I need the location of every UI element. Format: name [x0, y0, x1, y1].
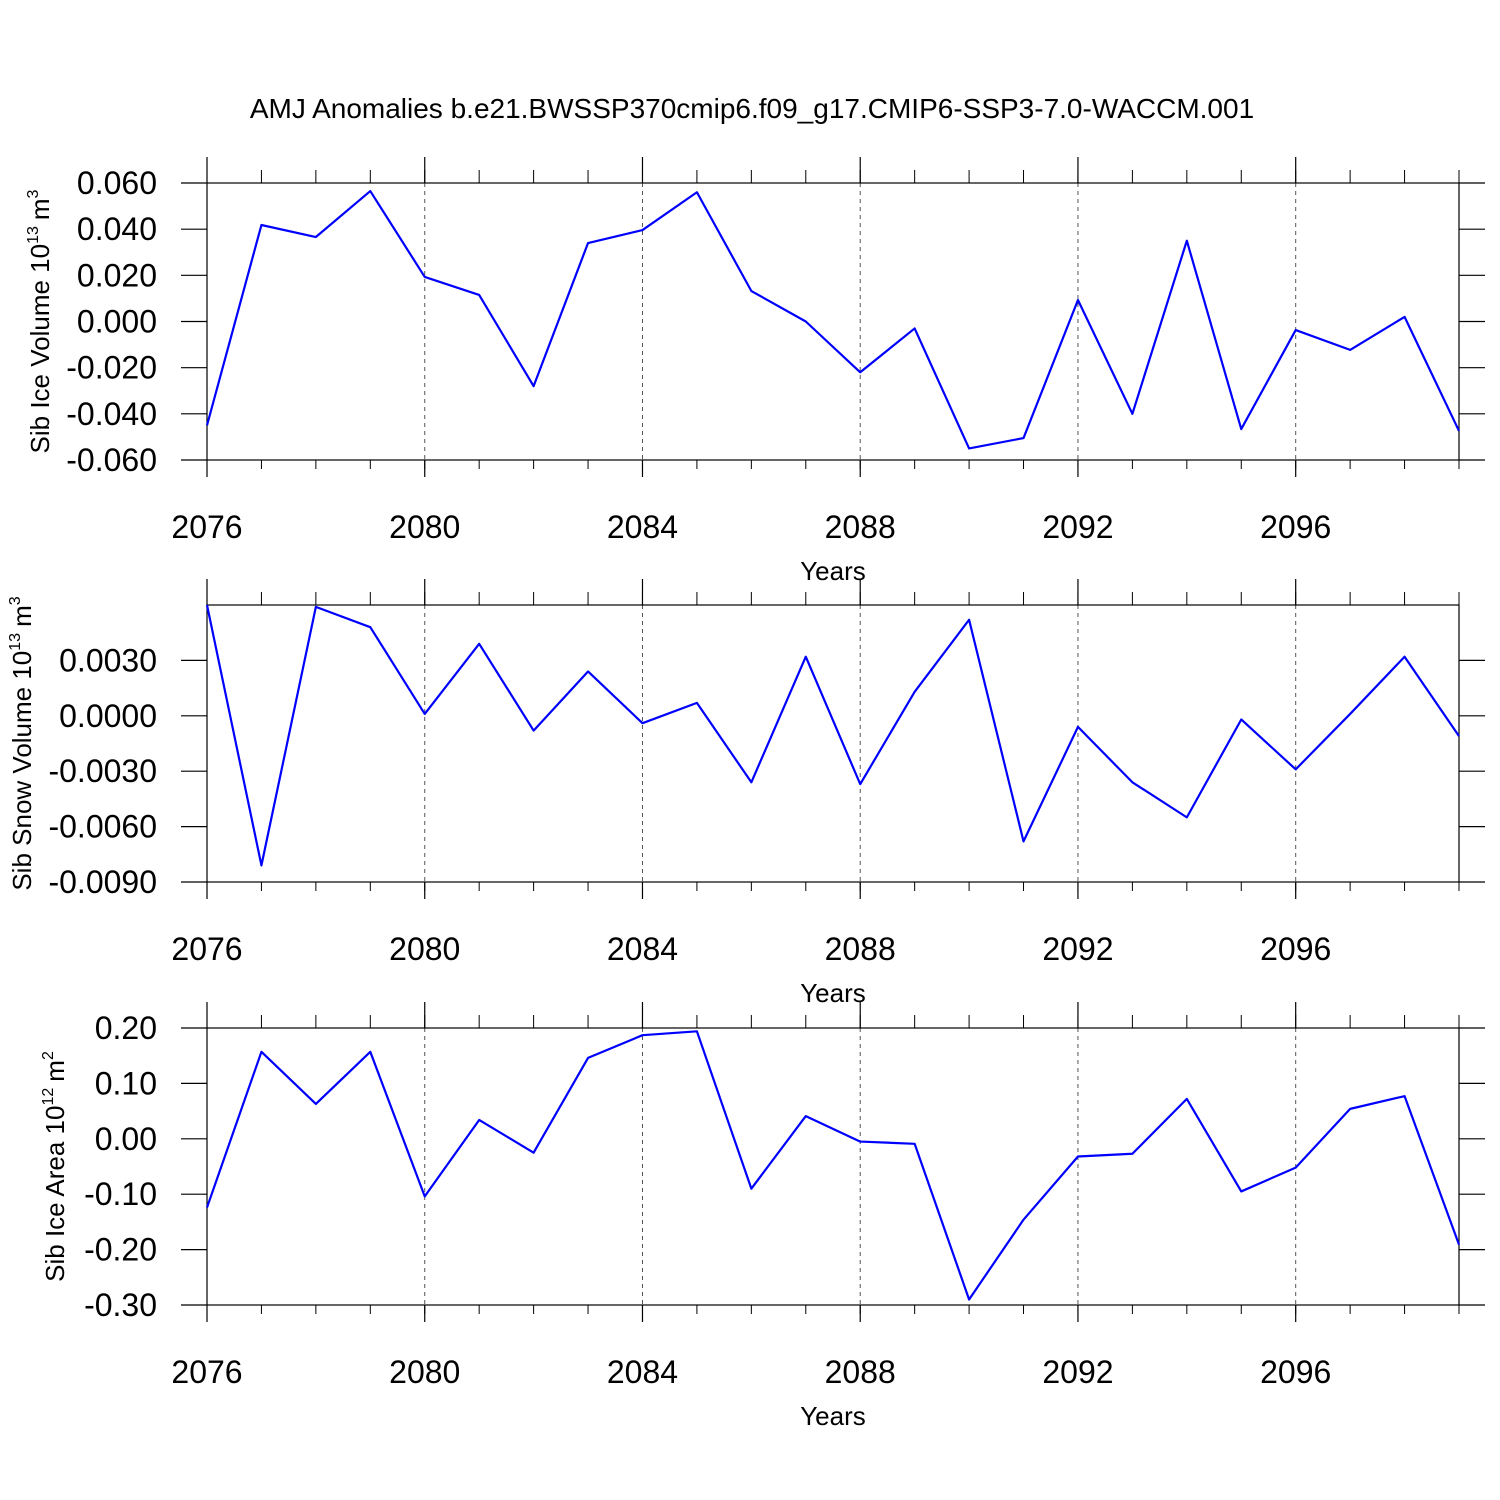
x-tick-label: 2088	[825, 931, 896, 967]
x-tick-label: 2096	[1260, 509, 1331, 545]
y-axis-label-exponent: 3	[7, 596, 24, 605]
x-tick-label: 2080	[389, 1354, 460, 1390]
plot-frame	[206, 182, 1460, 461]
y-tick-label: -0.10	[84, 1176, 157, 1212]
y-tick-label: 0.0030	[59, 642, 157, 678]
x-tick-label: 2088	[825, 1354, 896, 1390]
x-tick-label: 2092	[1042, 931, 1113, 967]
y-tick-label: 0.020	[77, 257, 157, 293]
y-tick-label: -0.0030	[48, 753, 157, 789]
x-tick-label: 2076	[171, 509, 242, 545]
y-axis-label-part: Sib Snow Volume 10	[7, 651, 37, 891]
y-tick-label: 0.10	[95, 1065, 157, 1101]
x-tick-label: 2092	[1042, 509, 1113, 545]
x-tick-label: 2084	[607, 931, 678, 967]
x-tick-label: 2084	[607, 1354, 678, 1390]
x-tick-label: 2088	[825, 509, 896, 545]
y-tick-label: -0.040	[66, 396, 157, 432]
y-tick-label: -0.020	[66, 350, 157, 386]
x-axis-label: Years	[800, 978, 866, 1008]
x-tick-label: 2080	[389, 509, 460, 545]
y-tick-label: -0.0060	[48, 809, 157, 845]
y-axis-label-exponent: 2	[40, 1051, 57, 1060]
x-axis-label: Years	[800, 1401, 866, 1431]
y-tick-label: -0.0090	[48, 864, 157, 900]
x-tick-label: 2096	[1260, 1354, 1331, 1390]
x-axis-label: Years	[800, 556, 866, 586]
x-tick-label: 2096	[1260, 931, 1331, 967]
y-tick-label: 0.060	[77, 165, 157, 201]
y-axis-label-part: Sib Ice Volume 10	[25, 244, 55, 454]
x-tick-label: 2092	[1042, 1354, 1113, 1390]
y-axis-label-exponent: 13	[7, 633, 24, 651]
y-tick-label: 0.000	[77, 304, 157, 340]
y-axis-label-part: m	[7, 605, 37, 627]
plot-frame	[206, 1027, 1460, 1306]
y-axis-label-part: m	[40, 1060, 70, 1082]
x-tick-label: 2076	[171, 1354, 242, 1390]
x-tick-label: 2084	[607, 509, 678, 545]
chart-title: AMJ Anomalies b.e21.BWSSP370cmip6.f09_g1…	[250, 93, 1254, 124]
y-axis-label-exponent: 12	[40, 1088, 57, 1106]
x-tick-label: 2080	[389, 931, 460, 967]
data-line	[205, 1030, 1461, 1301]
y-axis-label-exponent: 13	[25, 226, 42, 244]
y-axis-label: Sib Ice Volume 1013 m3	[25, 189, 55, 453]
plot-frame	[206, 604, 1460, 883]
y-tick-label: -0.20	[84, 1232, 157, 1268]
y-axis-label-part: m	[25, 198, 55, 220]
x-tick-label: 2076	[171, 931, 242, 967]
y-axis-label-exponent: 3	[25, 189, 42, 198]
y-axis-label: Sib Snow Volume 1013 m3	[7, 596, 37, 890]
y-tick-label: 0.0000	[59, 698, 157, 734]
y-tick-label: -0.30	[84, 1287, 157, 1323]
y-tick-label: 0.040	[77, 211, 157, 247]
y-axis-label-part: Sib Ice Area 10	[40, 1106, 70, 1282]
data-line	[205, 189, 1460, 450]
y-tick-label: 0.20	[95, 1010, 157, 1046]
y-axis-label: Sib Ice Area 1012 m2	[40, 1051, 70, 1282]
data-line	[205, 604, 1460, 867]
y-tick-label: -0.060	[66, 442, 157, 478]
y-tick-label: 0.00	[95, 1121, 157, 1157]
